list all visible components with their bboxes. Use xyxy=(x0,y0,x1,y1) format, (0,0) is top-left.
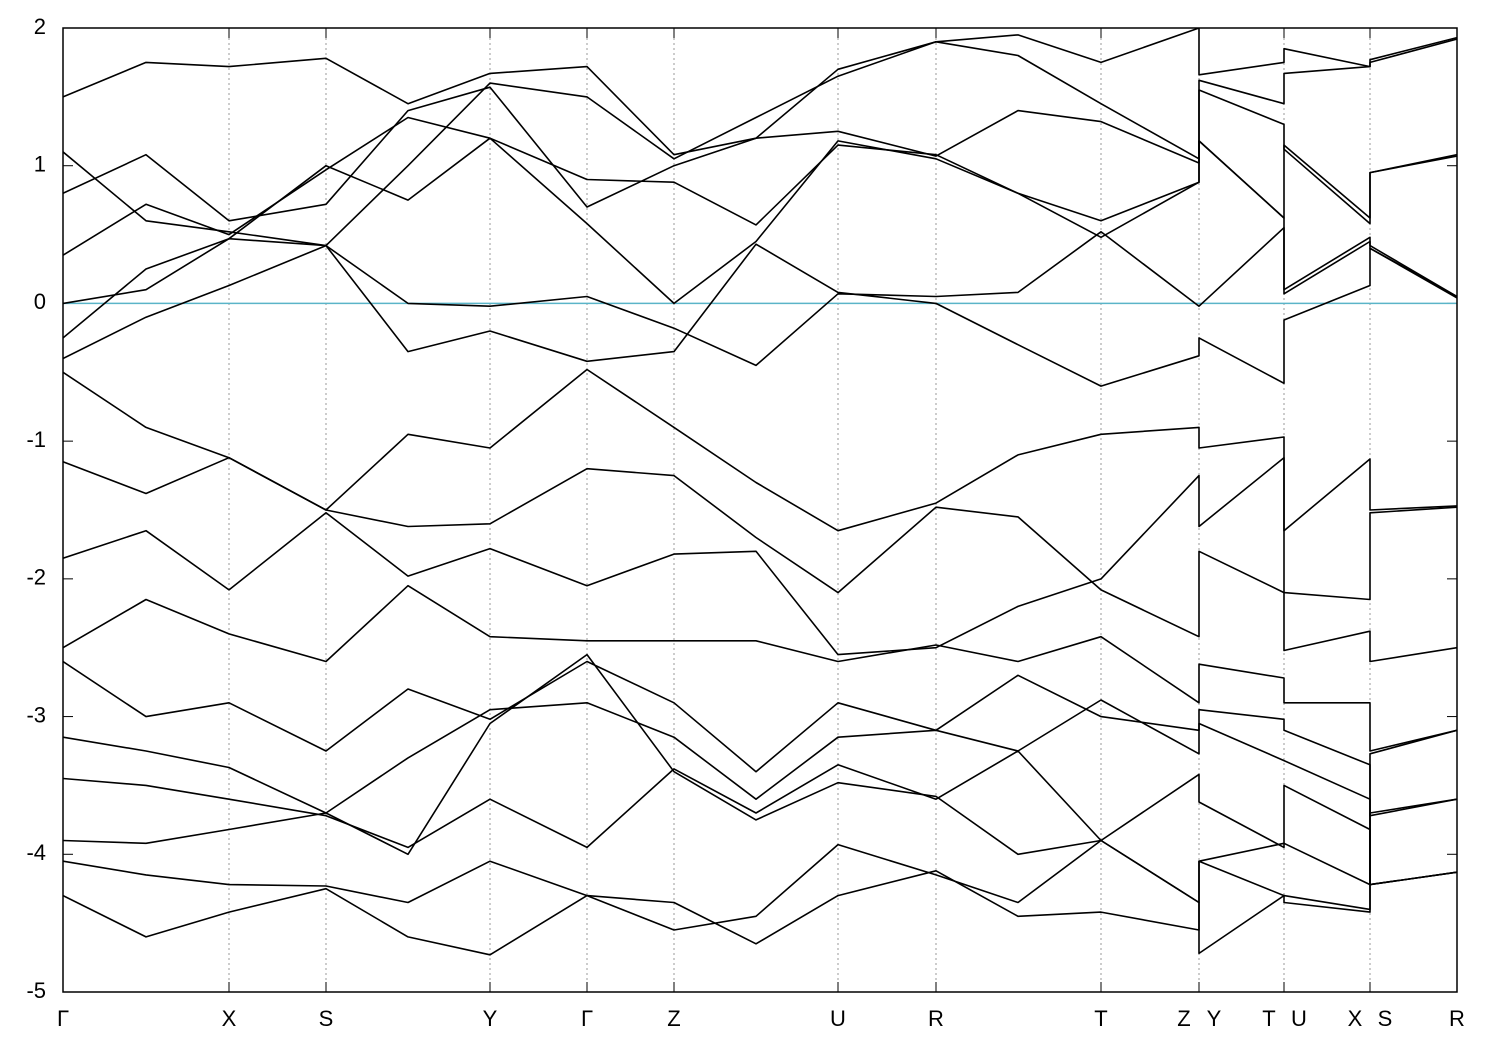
x-tick-label: X xyxy=(222,1006,237,1031)
band-line xyxy=(63,86,1457,225)
band-line xyxy=(63,699,1457,886)
x-tick-label: Γ xyxy=(581,1006,593,1031)
y-tick-label: -1 xyxy=(26,427,46,452)
x-tick-label: Z xyxy=(1177,1006,1190,1031)
band-line xyxy=(63,137,1457,339)
y-tick-label: 0 xyxy=(34,289,46,314)
y-tick-label: 2 xyxy=(34,14,46,39)
plot-frame xyxy=(62,27,1458,993)
y-tick-label: -5 xyxy=(26,978,46,1003)
bands xyxy=(63,28,1457,956)
band-line xyxy=(63,368,1457,532)
x-tick-label: Y xyxy=(483,1006,498,1031)
y-tick-label: -4 xyxy=(26,840,46,865)
y-tick-label: -2 xyxy=(26,565,46,590)
x-tick-label: Γ xyxy=(57,1006,69,1031)
band-line xyxy=(63,28,1457,156)
grid xyxy=(62,27,1458,993)
band-line xyxy=(63,456,1457,663)
x-tick-label: U xyxy=(1291,1006,1307,1031)
y-tick-label: 1 xyxy=(34,152,46,177)
x-tick-label: U xyxy=(830,1006,846,1031)
x-tick-label: T xyxy=(1262,1006,1275,1031)
band-line xyxy=(63,660,1457,817)
x-tick-label: S xyxy=(319,1006,334,1031)
x-tick-label: S xyxy=(1378,1006,1393,1031)
band-line xyxy=(63,237,1457,387)
x-tick-label: Y xyxy=(1207,1006,1222,1031)
x-tick-label: Z xyxy=(667,1006,680,1031)
band-line xyxy=(63,38,1457,247)
band-line xyxy=(63,653,1457,904)
band-line xyxy=(63,729,1457,956)
x-tick-label: T xyxy=(1094,1006,1107,1031)
y-tick-label: -3 xyxy=(26,702,46,727)
x-tick-label: R xyxy=(928,1006,944,1031)
band-line xyxy=(63,584,1457,752)
x-tick-label: R xyxy=(1449,1006,1465,1031)
band-line xyxy=(63,750,1457,886)
x-tick-label: X xyxy=(1348,1006,1363,1031)
band-line xyxy=(63,226,1457,367)
